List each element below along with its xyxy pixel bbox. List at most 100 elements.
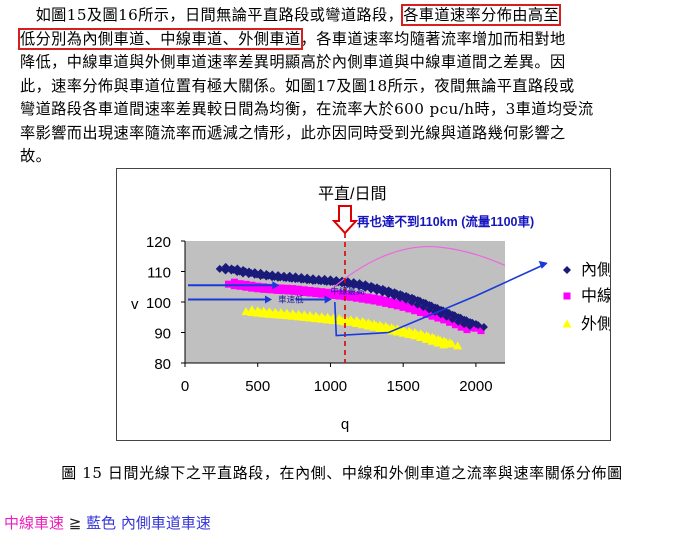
data-point-內側 [221,266,230,275]
scatter-chart: 80 90 100 110 120 0 500 1000 1500 2000 v q 平直/日間 再也達不… [116,168,611,441]
legend-label-中線: 中線 [581,287,610,305]
legend-label-內側: 內側 [581,261,610,279]
data-point-內側 [355,282,364,291]
paragraph-line-5: 彎道路段各車道間速率差異較日間為均衡，在流率大於600 pcu/h時，3車道均受… [20,100,594,118]
data-point-中線 [387,301,395,309]
data-point-內側 [256,271,265,280]
legend-label-外側: 外側 [581,315,610,333]
data-point-中線 [306,289,314,297]
footer-inner-lane-speed: 藍色 內側車道車速 [86,514,211,532]
data-point-內側 [285,274,294,283]
y-axis-label: v [131,296,139,313]
data-point-外側 [410,331,420,340]
data-point-中線 [411,307,419,315]
data-point-外側 [264,309,274,318]
data-point-中線 [224,280,232,288]
data-point-外側 [416,329,426,338]
data-point-中線 [477,327,485,335]
data-point-中線 [352,294,360,302]
data-point-內側 [419,298,428,307]
data-point-中線 [463,326,471,334]
y-tick-label-80: 80 [154,356,171,373]
data-point-內側 [308,276,317,285]
paragraph-line-2: 低分別為內側車道、中線車道、外側車道，各車道速率均隨著流率增加而相對地 [18,27,566,50]
data-point-外側 [421,331,431,340]
data-point-中線 [370,297,378,305]
paragraph-line-3: 降低，中線車道與外側車道速率差異明顯高於內側車道與中線車道間之差異。因 [20,53,566,71]
data-point-內側 [442,312,451,321]
data-point-外側 [305,313,315,322]
pink-curve [330,246,506,291]
data-point-內側 [431,303,440,312]
paragraph-line-6: 率影響而出現速率隨流率而遞減之情形，此亦因同時受到光線與道路幾何影響之 [20,123,566,142]
data-point-中線 [230,278,238,286]
data-point-中線 [399,300,407,308]
data-point-內側 [367,285,375,294]
data-point-內側 [413,296,422,305]
x-axis-label: q [341,416,349,433]
data-point-中線 [457,323,465,331]
data-point-中線 [446,318,454,326]
navy-guide-arrow [334,263,547,337]
data-point-中線 [376,298,384,306]
data-point-內側 [227,266,236,275]
data-point-中線 [335,292,343,300]
data-point-中線 [323,291,331,299]
data-point-內側 [291,274,300,283]
y-tick-label-120: 120 [146,234,171,251]
data-point-內側 [262,272,271,281]
data-point-外側 [270,310,280,319]
blue-label-low-speed: 車速低 [278,295,304,305]
data-point-內側 [273,273,282,282]
data-point-中線 [242,283,250,291]
data-point-中線 [259,285,267,293]
data-point-外側 [293,312,303,321]
data-point-內側 [233,267,242,276]
highlight-box-1: 各車道速率分佈由高至 [401,4,562,26]
data-point-外側 [322,315,332,324]
data-point-中線 [411,303,419,311]
data-point-外側 [427,332,437,341]
data-point-外側 [433,338,443,347]
x-tick-label-1500: 1500 [386,378,419,395]
data-point-外側 [351,319,361,328]
data-point-內側 [244,270,253,279]
red-down-arrow [331,205,359,235]
data-point-內側 [337,279,346,288]
data-point-內側 [349,281,358,290]
data-point-外側 [369,322,379,331]
paragraph-line-1: 如圖15及圖16所示，日間無論平直路段或彎道路段，各車道速率分佈由高至 [20,4,562,26]
data-point-中線 [347,293,355,301]
y-tick-label-110: 110 [147,265,171,282]
data-point-內側 [396,290,405,299]
data-point-外側 [404,330,414,338]
footer-note: 中線車速 ≧ 藍色 內側車道車速 [4,512,211,533]
data-point-中線 [312,290,320,298]
data-point-內側 [425,305,434,314]
data-point-外側 [433,334,443,343]
data-point-外側 [311,314,321,323]
blue-arrow-1-head [272,281,280,290]
paragraph-line-7: 故。 [20,147,52,165]
data-point-內側 [465,321,474,330]
data-point-內側 [314,276,323,285]
data-point-外側 [398,328,408,337]
data-point-外側 [357,320,367,329]
data-point-中線 [382,299,390,307]
data-point-外側 [427,336,437,345]
blue-label-middle-highest: 中線最高 [330,286,364,296]
data-point-外側 [381,325,391,334]
data-point-中線 [271,286,279,294]
data-point-內側 [215,264,224,273]
data-point-中線 [318,290,326,298]
footer-middle-lane-speed: 中線車速 [4,514,65,532]
y-tick-label-100: 100 [146,295,171,312]
x-tick-label-500: 500 [245,378,270,395]
data-point-中線 [469,324,477,332]
data-point-內側 [332,278,341,287]
data-point-中線 [440,316,448,324]
data-point-中線 [283,287,291,295]
highlight-box-2: 低分別為內側車道、中線車道、外側車道 [18,27,303,50]
data-point-中線 [405,301,413,309]
data-point-內側 [239,269,247,278]
